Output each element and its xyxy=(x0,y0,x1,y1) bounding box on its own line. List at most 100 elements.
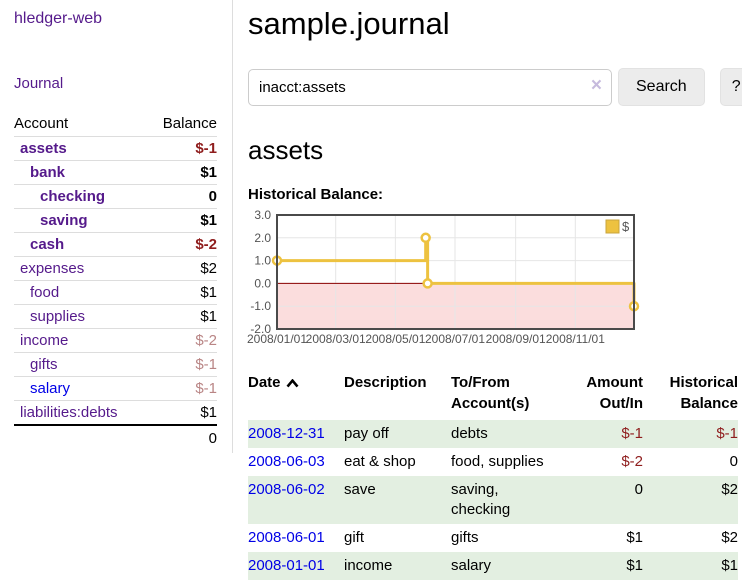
chart-xtick-label: 2008/03/01 xyxy=(306,332,366,346)
account-link-supplies[interactable]: supplies xyxy=(30,308,85,325)
account-row: salary $-1 xyxy=(14,377,217,401)
chart-xtick-label: 2008/11/01 xyxy=(546,332,605,346)
transaction-amount: $-2 xyxy=(571,448,643,476)
register-header-accounts: To/From Account(s) xyxy=(451,370,571,420)
account-heading: assets xyxy=(248,135,742,166)
account-balance: $-1 xyxy=(147,353,217,377)
search-button[interactable]: Search xyxy=(618,68,705,106)
account-link-income[interactable]: income xyxy=(20,332,68,349)
transaction-accounts: saving, checking xyxy=(451,476,571,524)
page: hledger-web Journal Account Balance asse… xyxy=(0,0,742,580)
search-input[interactable] xyxy=(248,69,612,106)
account-link-bank[interactable]: bank xyxy=(30,164,65,181)
transaction-date-link[interactable]: 2008-01-01 xyxy=(248,557,325,574)
chart-ytick-label: 2.0 xyxy=(254,231,271,245)
search-bar: × Search ? xyxy=(248,68,742,106)
account-balance: $-1 xyxy=(147,377,217,401)
account-name-cell: food xyxy=(14,281,147,305)
account-balance: $-1 xyxy=(147,137,217,161)
chart-legend-swatch xyxy=(606,220,619,233)
search-box: × xyxy=(248,69,612,106)
accounts-header-account: Account xyxy=(14,112,147,137)
transaction-amount: $-1 xyxy=(571,420,643,448)
account-link-saving[interactable]: saving xyxy=(40,212,88,229)
accounts-total-row: 0 xyxy=(14,425,217,451)
account-balance: $1 xyxy=(147,305,217,329)
account-name-cell: checking xyxy=(14,185,147,209)
chart-data-point xyxy=(424,279,432,287)
account-row: liabilities:debts$1 xyxy=(14,401,217,426)
accounts-header-row: Account Balance xyxy=(14,112,217,137)
chart-ytick-label: 1.0 xyxy=(254,254,271,268)
account-link-food[interactable]: food xyxy=(30,284,59,301)
search-help-button[interactable]: ? xyxy=(720,68,742,106)
transaction-amount: $1 xyxy=(571,552,643,580)
app-title-link[interactable]: hledger-web xyxy=(14,10,232,28)
transaction-amount: 0 xyxy=(571,476,643,524)
transaction-description: eat & shop xyxy=(344,448,451,476)
accounts-total-spacer xyxy=(14,425,147,451)
sidebar-item-journal[interactable]: Journal xyxy=(14,75,232,92)
register-header-description: Description xyxy=(344,370,451,420)
transaction-amount: $1 xyxy=(571,524,643,552)
account-row: cash $-2 xyxy=(14,233,217,257)
account-name-cell: assets xyxy=(14,137,147,161)
register-header-amount: Amount Out/In xyxy=(571,370,643,420)
chart-xtick-label: 2008/01/01 xyxy=(247,332,307,346)
account-balance: 0 xyxy=(147,185,217,209)
account-balance: $-2 xyxy=(147,329,217,353)
transaction-accounts: food, supplies xyxy=(451,448,571,476)
chart-xtick-label: 2008/05/01 xyxy=(365,332,425,346)
historical-balance-chart: $3.02.01.00.0-1.0-2.02008/01/012008/03/0… xyxy=(244,208,644,348)
chart-legend-label: $ xyxy=(622,219,630,234)
register-header-row: Date Description To/From Account(s) Amou… xyxy=(248,370,738,420)
transaction-date-link[interactable]: 2008-12-31 xyxy=(248,425,325,442)
chart-xtick-label: 2008/07/01 xyxy=(425,332,485,346)
account-name-cell: income xyxy=(14,329,147,353)
chart-title: Historical Balance: xyxy=(248,186,742,203)
accounts-header-balance: Balance xyxy=(147,112,217,137)
account-link-gifts[interactable]: gifts xyxy=(30,356,58,373)
clear-search-icon[interactable]: × xyxy=(591,75,602,98)
account-row: bank $1 xyxy=(14,161,217,185)
account-name-cell: cash xyxy=(14,233,147,257)
transaction-description: save xyxy=(344,476,451,524)
register-table: Date Description To/From Account(s) Amou… xyxy=(248,370,738,580)
accounts-table: Account Balance assets $-1 bank $1 checking 0… xyxy=(14,112,217,451)
transaction-row: 2008-06-03eat & shopfood, supplies$-20 xyxy=(248,448,738,476)
account-link-salary[interactable]: salary xyxy=(30,380,70,397)
transaction-balance: $2 xyxy=(643,476,738,524)
account-balance: $1 xyxy=(147,209,217,233)
account-link-checking[interactable]: checking xyxy=(40,188,105,205)
register-header-date[interactable]: Date xyxy=(248,370,344,420)
account-name-cell: bank xyxy=(14,161,147,185)
accounts-total-value: 0 xyxy=(147,425,217,451)
account-link-cash[interactable]: cash xyxy=(30,236,64,253)
transaction-date-link[interactable]: 2008-06-03 xyxy=(248,453,325,470)
transaction-accounts: debts xyxy=(451,420,571,448)
transaction-date-cell: 2008-06-02 xyxy=(248,476,344,524)
register-header-balance: Historical Balance xyxy=(643,370,738,420)
account-link-expenses[interactable]: expenses xyxy=(20,260,84,277)
account-balance: $1 xyxy=(147,281,217,305)
account-name-cell: liabilities:debts xyxy=(14,401,147,426)
sidebar: hledger-web Journal Account Balance asse… xyxy=(0,0,233,453)
account-balance: $1 xyxy=(147,161,217,185)
transaction-description: pay off xyxy=(344,420,451,448)
transaction-accounts: gifts xyxy=(451,524,571,552)
sort-ascending-icon xyxy=(286,379,299,388)
main-content: sample.journal × Search ? assets Histori… xyxy=(233,0,742,580)
account-row: expenses$2 xyxy=(14,257,217,281)
transaction-date-cell: 2008-06-03 xyxy=(248,448,344,476)
account-row: checking 0 xyxy=(14,185,217,209)
account-balance: $-2 xyxy=(147,233,217,257)
account-link-assets[interactable]: assets xyxy=(20,140,67,157)
account-name-cell: gifts xyxy=(14,353,147,377)
account-link-liabilities-debts[interactable]: liabilities:debts xyxy=(20,404,118,421)
page-title: sample.journal xyxy=(248,6,742,42)
transaction-date-link[interactable]: 2008-06-01 xyxy=(248,529,325,546)
account-name-cell: supplies xyxy=(14,305,147,329)
account-row: income $-2 xyxy=(14,329,217,353)
account-row: food $1 xyxy=(14,281,217,305)
transaction-date-link[interactable]: 2008-06-02 xyxy=(248,481,325,498)
